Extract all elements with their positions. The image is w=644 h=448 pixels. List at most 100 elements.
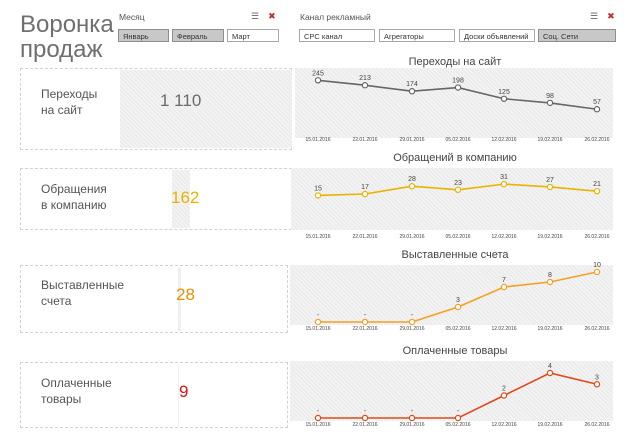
data-point-invoices xyxy=(408,318,416,326)
data-label-requests: 15 xyxy=(314,185,322,192)
data-label-invoices: - xyxy=(317,312,320,319)
kpi-bar-invoices xyxy=(178,267,181,331)
data-label-requests: 27 xyxy=(546,177,554,184)
data-label-invoices: - xyxy=(411,312,414,319)
data-label-paid: 3 xyxy=(595,374,599,381)
x-tick-label-paid: 26.02.2016 xyxy=(584,422,609,428)
data-label-paid: - xyxy=(457,408,460,415)
data-point-visits xyxy=(500,95,508,102)
data-point-visits xyxy=(546,99,554,107)
month-february-button[interactable]: Февраль xyxy=(172,29,224,42)
data-point-paid xyxy=(314,414,322,422)
chart-bg-paid xyxy=(290,361,613,421)
data-label-paid: - xyxy=(364,408,367,415)
x-tick-label-invoices: 22.01.2016 xyxy=(352,326,377,332)
x-tick-label-paid: 12.02.2016 xyxy=(491,422,516,428)
kpi-label-paid: Оплаченные товары xyxy=(41,376,112,406)
chart-title-requests: Обращений в компанию xyxy=(393,152,517,164)
chart-title-visits: Переходы на сайт xyxy=(408,56,502,68)
data-point-paid xyxy=(500,392,508,399)
clear-filter-icon[interactable]: ✖ xyxy=(268,11,276,21)
x-tick-label-visits: 12.02.2016 xyxy=(491,137,516,143)
data-point-requests xyxy=(454,186,462,193)
data-point-paid xyxy=(546,369,554,377)
data-point-requests xyxy=(593,187,601,195)
x-tick-label-invoices: 12.02.2016 xyxy=(491,326,516,332)
x-tick-label-invoices: 19.02.2016 xyxy=(537,326,562,332)
data-label-invoices: 3 xyxy=(456,297,460,304)
data-point-invoices xyxy=(593,268,601,276)
chart-bg-invoices xyxy=(290,265,613,325)
data-label-requests: 31 xyxy=(500,174,508,181)
clear-filter-icon[interactable]: ✖ xyxy=(607,11,615,21)
data-point-invoices xyxy=(500,283,508,291)
multiselect-icon[interactable]: ☰ xyxy=(590,11,599,21)
kpi-label-invoices: Выставленные счета xyxy=(41,278,124,308)
data-label-visits: 57 xyxy=(593,99,601,106)
data-point-paid xyxy=(408,414,416,422)
kpi-label-visits: Переходы на сайт xyxy=(41,87,98,117)
x-tick-label-invoices: 05.02.2016 xyxy=(445,326,470,332)
data-point-visits xyxy=(593,106,601,113)
data-label-paid: 4 xyxy=(548,363,552,370)
data-point-paid xyxy=(361,414,369,422)
kpi-value-invoices: 28 xyxy=(176,285,195,304)
chart-bg-visits xyxy=(295,68,613,138)
x-tick-label-requests: 15.01.2016 xyxy=(305,234,330,240)
data-label-visits: 245 xyxy=(312,70,324,77)
x-tick-label-invoices: 29.01.2016 xyxy=(399,326,424,332)
x-tick-label-paid: 29.01.2016 xyxy=(399,422,424,428)
kpi-value-requests: 162 xyxy=(171,188,200,207)
data-label-requests: 28 xyxy=(408,176,416,183)
month-january-button[interactable]: Январь xyxy=(118,29,169,42)
x-tick-label-visits: 22.01.2016 xyxy=(352,137,377,143)
data-label-invoices: 8 xyxy=(548,272,552,279)
kpi-value-paid: 9 xyxy=(179,382,189,401)
data-label-invoices: - xyxy=(364,312,367,319)
data-label-requests: 17 xyxy=(361,184,369,191)
data-label-visits: 198 xyxy=(452,78,464,85)
data-label-paid: - xyxy=(411,408,414,415)
x-tick-label-visits: 05.02.2016 xyxy=(445,137,470,143)
data-point-requests xyxy=(408,183,416,190)
kpi-bar-requests xyxy=(172,170,190,228)
x-tick-label-paid: 05.02.2016 xyxy=(445,422,470,428)
kpi-card-paid xyxy=(20,362,288,428)
x-tick-label-paid: 19.02.2016 xyxy=(537,422,562,428)
data-point-visits xyxy=(361,82,369,89)
data-label-invoices: 7 xyxy=(502,277,506,284)
channel-cpc-button[interactable]: CPC канал xyxy=(299,29,375,42)
month-slicer-label: Месяц xyxy=(119,12,145,22)
data-label-visits: 213 xyxy=(359,75,371,82)
x-tick-label-paid: 22.01.2016 xyxy=(352,422,377,428)
month-march-button[interactable]: Март xyxy=(227,29,279,42)
data-label-paid: - xyxy=(317,408,320,415)
dashboard-title-line2: продаж xyxy=(20,36,103,63)
channel-aggregators-button[interactable]: Агрегаторы xyxy=(379,29,455,42)
x-tick-label-visits: 26.02.2016 xyxy=(584,137,609,143)
data-label-paid: 2 xyxy=(502,386,506,393)
x-tick-label-requests: 19.02.2016 xyxy=(537,234,562,240)
data-label-requests: 23 xyxy=(454,180,462,187)
multiselect-icon[interactable]: ☰ xyxy=(251,11,260,21)
kpi-label-requests: Обращения в компанию xyxy=(41,182,107,212)
dashboard-title: Воронка продаж xyxy=(20,12,114,62)
data-point-invoices xyxy=(546,278,554,286)
dashboard-title-line1: Воронка xyxy=(20,11,114,38)
kpi-bar-visits xyxy=(120,70,292,148)
x-tick-label-visits: 19.02.2016 xyxy=(537,137,562,143)
data-point-paid xyxy=(454,414,462,422)
data-point-paid xyxy=(593,381,601,388)
channel-boards-button[interactable]: Доски объявлений xyxy=(459,29,535,42)
data-label-visits: 98 xyxy=(546,93,554,100)
data-point-visits xyxy=(454,84,462,91)
data-point-requests xyxy=(546,183,554,191)
data-label-invoices: 10 xyxy=(593,262,601,269)
x-tick-label-requests: 26.02.2016 xyxy=(584,234,609,240)
channel-social-button[interactable]: Соц. Сети xyxy=(538,29,616,42)
x-tick-label-requests: 05.02.2016 xyxy=(445,234,470,240)
x-tick-label-paid: 15.01.2016 xyxy=(305,422,330,428)
data-label-visits: 174 xyxy=(406,81,418,88)
month-slicer: Месяц ☰ ✖ Январь Февраль Март xyxy=(117,10,280,46)
